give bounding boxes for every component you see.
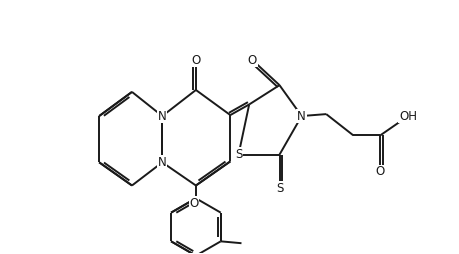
Text: O: O [375, 166, 384, 179]
Text: O: O [189, 197, 198, 210]
Text: N: N [297, 109, 305, 122]
Text: N: N [157, 156, 166, 169]
Text: S: S [275, 182, 283, 195]
Text: OH: OH [398, 109, 416, 122]
Text: S: S [235, 148, 242, 161]
Text: N: N [157, 109, 166, 122]
Text: O: O [247, 54, 257, 67]
Text: O: O [191, 54, 200, 67]
